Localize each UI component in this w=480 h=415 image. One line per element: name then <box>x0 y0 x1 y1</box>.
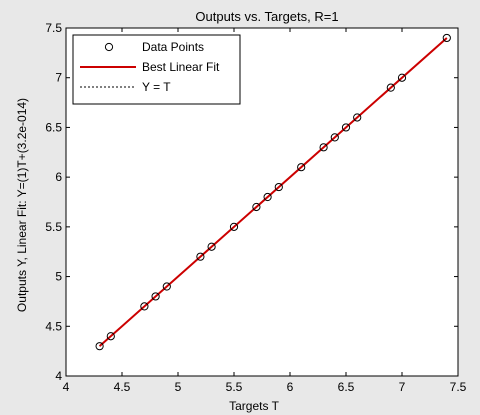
data-point <box>341 123 351 132</box>
legend-box <box>72 34 241 105</box>
data-point <box>229 222 239 231</box>
data-point <box>297 163 306 172</box>
legend-marker-data-points <box>104 42 114 52</box>
data-point <box>274 182 283 192</box>
data-point <box>196 252 205 261</box>
y-tick-label: 6.5 <box>45 120 62 134</box>
data-point <box>207 242 216 251</box>
legend: Data Points Best Linear Fit Y = T <box>72 34 241 105</box>
data-point <box>442 33 451 43</box>
x-tick-label: 6 <box>287 380 294 394</box>
x-axis-ticks: 4 4.5 5 5.5 6 6.5 7 7.5 <box>63 28 467 394</box>
data-point <box>319 143 328 152</box>
x-tick-label: 5.5 <box>226 380 243 394</box>
y-tick-label: 6 <box>55 170 62 184</box>
x-axis-label: Targets T <box>229 399 279 413</box>
y-tick-label: 7 <box>55 71 62 85</box>
y-axis-label: Outputs Y, Linear Fit: Y=(1)T+(3.2e-014) <box>15 98 29 312</box>
data-point <box>353 113 362 122</box>
data-point <box>330 133 339 142</box>
y-tick-label: 5.5 <box>45 220 62 234</box>
y-tick-label: 4.5 <box>45 319 62 333</box>
data-point <box>386 83 395 92</box>
x-tick-label: 4.5 <box>114 380 131 394</box>
data-point <box>95 342 104 351</box>
legend-label: Y = T <box>142 80 171 94</box>
legend-label: Best Linear Fit <box>142 60 220 74</box>
fit-line <box>98 37 448 347</box>
legend-label: Data Points <box>142 40 204 54</box>
data-point <box>140 302 149 311</box>
data-point <box>397 73 407 82</box>
x-tick-label: 7 <box>399 380 406 394</box>
y-tick-label: 4 <box>55 369 62 383</box>
data-point <box>106 332 115 341</box>
data-point <box>263 192 272 202</box>
data-point <box>252 202 261 212</box>
y-tick-label: 5 <box>55 270 62 284</box>
data-points <box>95 33 451 351</box>
x-tick-label: 7.5 <box>450 380 467 394</box>
y-tick-label: 7.5 <box>45 21 62 35</box>
x-tick-label: 4 <box>63 380 70 394</box>
y-axis-ticks: 4 4.5 5 5.5 6 6.5 7 7.5 <box>45 21 458 383</box>
chart-title: Outputs vs. Targets, R=1 <box>195 9 338 24</box>
data-point <box>162 282 171 291</box>
x-tick-label: 5 <box>175 380 182 394</box>
data-point <box>151 292 160 301</box>
x-tick-label: 6.5 <box>338 380 355 394</box>
plot-frame <box>65 27 459 377</box>
